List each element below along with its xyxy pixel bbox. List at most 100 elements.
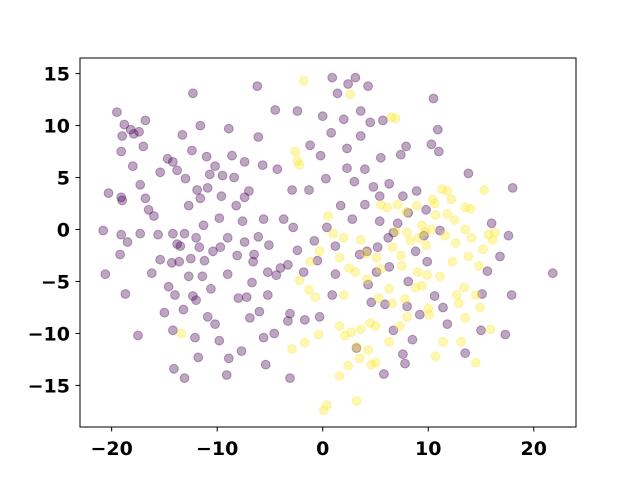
scatter-point-series-1 bbox=[298, 76, 309, 86]
scatter-point-series-0 bbox=[422, 256, 433, 267]
scatter-point-series-1 bbox=[294, 275, 305, 286]
scatter-point-series-0 bbox=[317, 111, 328, 122]
scatter-point-series-0 bbox=[371, 267, 382, 278]
scatter-point-series-0 bbox=[143, 204, 154, 215]
scatter-point-series-0 bbox=[398, 349, 408, 360]
scatter-point-series-0 bbox=[283, 259, 293, 270]
scatter-point-series-0 bbox=[214, 213, 225, 224]
scatter-point-series-0 bbox=[195, 193, 206, 204]
scatter-point-series-0 bbox=[262, 267, 273, 278]
scatter-point-series-0 bbox=[503, 230, 514, 241]
y-tick-label: −5 bbox=[41, 271, 70, 293]
scatter-point-series-1 bbox=[412, 267, 423, 278]
scatter-point-series-0 bbox=[149, 211, 159, 221]
scatter-point-series-0 bbox=[304, 185, 314, 195]
scatter-point-series-1 bbox=[371, 252, 382, 263]
scatter-point-series-0 bbox=[438, 302, 448, 313]
scatter-point-series-0 bbox=[338, 114, 349, 125]
scatter-point-series-0 bbox=[140, 115, 151, 126]
scatter-point-series-0 bbox=[216, 191, 227, 202]
scatter-point-series-0 bbox=[312, 255, 323, 266]
scatter-point-series-1 bbox=[446, 194, 457, 205]
scatter-point-series-0 bbox=[199, 255, 210, 266]
scatter-point-series-1 bbox=[355, 235, 366, 245]
scatter-point-series-0 bbox=[177, 130, 188, 140]
scatter-point-series-1 bbox=[363, 345, 374, 356]
scatter-point-series-1 bbox=[422, 270, 433, 281]
scatter-point-series-0 bbox=[244, 186, 254, 196]
scatter-point-series-0 bbox=[426, 139, 437, 150]
scatter-point-series-1 bbox=[411, 200, 422, 211]
scatter-point-series-0 bbox=[214, 335, 225, 346]
scatter-point-series-1 bbox=[343, 360, 354, 371]
scatter-point-series-0 bbox=[411, 186, 422, 196]
scatter-point-series-1 bbox=[344, 263, 355, 273]
scatter-point-series-1 bbox=[290, 146, 301, 157]
scatter-point-series-0 bbox=[202, 311, 213, 322]
scatter-point-series-1 bbox=[394, 321, 405, 332]
scatter-point-series-0 bbox=[285, 308, 295, 319]
scatter-point-series-0 bbox=[342, 163, 352, 174]
scatter-point-series-0 bbox=[116, 229, 127, 240]
scatter-point-series-0 bbox=[258, 332, 269, 343]
scatter-point-series-1 bbox=[292, 156, 303, 166]
scatter-point-series-1 bbox=[470, 290, 481, 300]
scatter-point-series-0 bbox=[120, 289, 131, 299]
scatter-point-series-0 bbox=[222, 232, 233, 243]
scatter-point-series-0 bbox=[327, 290, 338, 300]
scatter-point-series-0 bbox=[401, 141, 412, 152]
scatter-point-series-1 bbox=[402, 311, 413, 322]
scatter-point-series-1 bbox=[485, 324, 496, 335]
scatter-point-series-1 bbox=[417, 220, 427, 231]
scatter-point-series-1 bbox=[437, 184, 447, 194]
scatter-point-series-0 bbox=[175, 241, 186, 252]
scatter-point-series-0 bbox=[119, 119, 130, 130]
scatter-point-series-0 bbox=[233, 293, 244, 304]
scatter-point-series-0 bbox=[188, 88, 198, 99]
scatter-point-series-0 bbox=[278, 214, 289, 225]
scatter-point-series-0 bbox=[239, 157, 250, 167]
scatter-point-series-0 bbox=[421, 204, 432, 215]
scatter-point-series-0 bbox=[330, 241, 341, 252]
scatter-point-series-0 bbox=[135, 228, 146, 239]
scatter-point-series-0 bbox=[245, 313, 255, 323]
scatter-point-series-0 bbox=[460, 348, 471, 359]
scatter-point-series-0 bbox=[227, 150, 237, 161]
scatter-point-series-0 bbox=[253, 132, 264, 142]
scatter-point-series-0 bbox=[237, 216, 248, 227]
scatter-point-series-0 bbox=[298, 267, 309, 278]
scatter-point-series-0 bbox=[194, 242, 205, 253]
scatter-point-series-0 bbox=[172, 239, 183, 250]
scatter-point-series-0 bbox=[232, 250, 243, 261]
scatter-point-series-1 bbox=[460, 313, 471, 323]
y-tick-label: 10 bbox=[44, 116, 70, 138]
scatter-point-series-0 bbox=[138, 141, 149, 152]
scatter-point-series-1 bbox=[435, 271, 445, 282]
y-tick-label: −10 bbox=[28, 323, 70, 345]
scatter-point-series-1 bbox=[449, 215, 460, 226]
scatter-point-series-0 bbox=[315, 150, 326, 161]
scatter-point-series-0 bbox=[117, 195, 128, 206]
scatter-point-series-1 bbox=[387, 298, 398, 309]
scatter-point-series-0 bbox=[442, 319, 453, 330]
scatter-point-series-0 bbox=[355, 106, 366, 116]
ticks-layer: −20 −10 0 10 20 −15 −10 −5 0 5 10 15 bbox=[28, 64, 547, 460]
scatter-point-series-0 bbox=[248, 256, 259, 267]
scatter-point-series-0 bbox=[429, 291, 440, 301]
scatter-point-series-0 bbox=[403, 208, 414, 218]
scatter-point-series-0 bbox=[332, 88, 343, 99]
scatter-point-series-0 bbox=[309, 236, 320, 246]
scatter-point-series-0 bbox=[269, 328, 280, 339]
scatter-point-series-1 bbox=[442, 186, 453, 196]
scatter-point-series-1 bbox=[382, 202, 393, 213]
scatter-point-series-1 bbox=[430, 351, 441, 362]
scatter-point-series-0 bbox=[547, 268, 558, 279]
scatter-point-series-0 bbox=[174, 256, 185, 267]
scatter-point-series-1 bbox=[463, 251, 474, 262]
scatter-point-series-0 bbox=[257, 160, 268, 171]
scatter-point-series-0 bbox=[134, 126, 145, 137]
scatter-point-series-0 bbox=[343, 79, 354, 89]
scatter-point-series-0 bbox=[428, 93, 439, 104]
scatter-point-series-0 bbox=[153, 229, 164, 240]
scatter-point-series-0 bbox=[495, 251, 505, 262]
